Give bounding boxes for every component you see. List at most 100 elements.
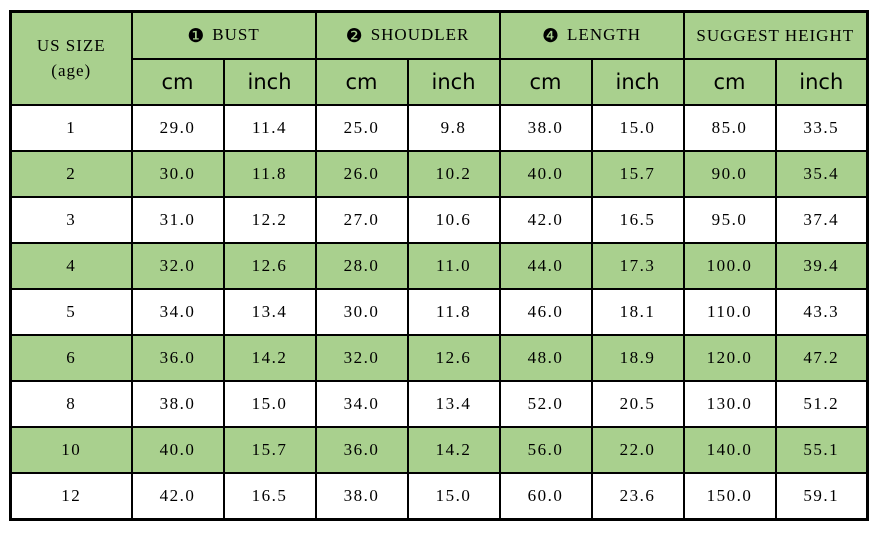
cell-bust_cm: 29.0: [130, 104, 225, 152]
table-row: 1 29.0 11.4 25.0 9.8 38.0 15.0 85.0 33.5: [9, 104, 869, 152]
table-row: 12 42.0 16.5 38.0 15.0 60.0 23.6 150.0 59.1: [9, 472, 869, 521]
length-header-cell: ❹ LENGTH: [498, 10, 685, 60]
unit-shoulder-cm: cm: [314, 58, 409, 106]
cell-height_in: 35.4: [774, 150, 869, 198]
cell-bust_cm: 36.0: [130, 334, 225, 382]
cell-height_in: 39.4: [774, 242, 869, 290]
length-label: LENGTH: [567, 24, 642, 44]
cell-length_cm: 48.0: [498, 334, 593, 382]
cell-bust_cm: 31.0: [130, 196, 225, 244]
cell-shoulder_in: 11.0: [406, 242, 501, 290]
cell-length_in: 17.3: [590, 242, 685, 290]
cell-shoulder_cm: 36.0: [314, 426, 409, 474]
bust-header-cell: ❶ BUST: [130, 10, 317, 60]
cell-shoulder_cm: 25.0: [314, 104, 409, 152]
cell-size: 3: [9, 196, 133, 244]
cell-length_in: 22.0: [590, 426, 685, 474]
cell-size: 6: [9, 334, 133, 382]
shoulder-header-cell: ❷ SHOUDLER: [314, 10, 501, 60]
cell-height_cm: 150.0: [682, 472, 777, 521]
cell-height_in: 43.3: [774, 288, 869, 336]
table-row: 8 38.0 15.0 34.0 13.4 52.0 20.5 130.0 51.2: [9, 380, 869, 428]
cell-shoulder_cm: 32.0: [314, 334, 409, 382]
cell-bust_in: 12.2: [222, 196, 317, 244]
cell-bust_cm: 30.0: [130, 150, 225, 198]
us-size-header-cell: US SIZE (age): [9, 10, 133, 106]
cell-shoulder_in: 9.8: [406, 104, 501, 152]
cell-height_in: 51.2: [774, 380, 869, 428]
cell-height_cm: 120.0: [682, 334, 777, 382]
circled-4-icon: ❹: [542, 24, 561, 47]
cell-bust_cm: 34.0: [130, 288, 225, 336]
us-size-age-label: (age): [51, 60, 92, 80]
suggest-height-header-cell: SUGGEST HEIGHT: [682, 10, 869, 60]
cell-bust_in: 12.6: [222, 242, 317, 290]
unit-shoulder-inch: inch: [406, 58, 501, 106]
cell-shoulder_cm: 38.0: [314, 472, 409, 521]
size-chart-table: US SIZE (age) ❶ BUST ❷ SHOUDLER ❹ LENGTH SU…: [9, 10, 870, 521]
cell-size: 1: [9, 104, 133, 152]
cell-shoulder_cm: 27.0: [314, 196, 409, 244]
cell-shoulder_in: 13.4: [406, 380, 501, 428]
cell-length_cm: 60.0: [498, 472, 593, 521]
cell-height_cm: 140.0: [682, 426, 777, 474]
cell-length_in: 18.9: [590, 334, 685, 382]
cell-shoulder_in: 12.6: [406, 334, 501, 382]
cell-shoulder_in: 14.2: [406, 426, 501, 474]
cell-height_in: 37.4: [774, 196, 869, 244]
cell-bust_cm: 42.0: [130, 472, 225, 521]
cell-shoulder_cm: 26.0: [314, 150, 409, 198]
table-row: 4 32.0 12.6 28.0 11.0 44.0 17.3 100.0 39.4: [9, 242, 869, 290]
cell-height_in: 59.1: [774, 472, 869, 521]
cell-shoulder_cm: 30.0: [314, 288, 409, 336]
unit-bust-inch: inch: [222, 58, 317, 106]
unit-length-inch: inch: [590, 58, 685, 106]
table-row: 5 34.0 13.4 30.0 11.8 46.0 18.1 110.0 43.3: [9, 288, 869, 336]
cell-length_in: 23.6: [590, 472, 685, 521]
cell-shoulder_cm: 34.0: [314, 380, 409, 428]
cell-length_cm: 42.0: [498, 196, 593, 244]
cell-length_cm: 40.0: [498, 150, 593, 198]
table-row: 3 31.0 12.2 27.0 10.6 42.0 16.5 95.0 37.4: [9, 196, 869, 244]
cell-size: 8: [9, 380, 133, 428]
cell-size: 10: [9, 426, 133, 474]
table-body: 1 29.0 11.4 25.0 9.8 38.0 15.0 85.0 33.5 2 30.0 11.…: [9, 104, 869, 521]
size-chart: US SIZE (age) ❶ BUST ❷ SHOUDLER ❹ LENGTH SU…: [9, 10, 870, 521]
cell-height_cm: 95.0: [682, 196, 777, 244]
bust-label: BUST: [212, 24, 260, 44]
suggest-height-label: SUGGEST HEIGHT: [696, 25, 855, 45]
shoulder-label: SHOUDLER: [370, 24, 470, 44]
cell-height_in: 55.1: [774, 426, 869, 474]
cell-length_in: 16.5: [590, 196, 685, 244]
unit-length-cm: cm: [498, 58, 593, 106]
cell-height_cm: 85.0: [682, 104, 777, 152]
cell-shoulder_in: 11.8: [406, 288, 501, 336]
cell-shoulder_in: 15.0: [406, 472, 501, 521]
cell-length_in: 15.7: [590, 150, 685, 198]
cell-height_cm: 110.0: [682, 288, 777, 336]
cell-bust_in: 11.8: [222, 150, 317, 198]
cell-bust_cm: 38.0: [130, 380, 225, 428]
cell-length_in: 20.5: [590, 380, 685, 428]
cell-bust_cm: 40.0: [130, 426, 225, 474]
cell-height_in: 33.5: [774, 104, 869, 152]
cell-bust_in: 16.5: [222, 472, 317, 521]
cell-size: 12: [9, 472, 133, 521]
cell-height_cm: 90.0: [682, 150, 777, 198]
unit-bust-cm: cm: [130, 58, 225, 106]
table-row: 6 36.0 14.2 32.0 12.6 48.0 18.9 120.0 47.2: [9, 334, 869, 382]
cell-shoulder_cm: 28.0: [314, 242, 409, 290]
cell-length_cm: 38.0: [498, 104, 593, 152]
cell-length_cm: 46.0: [498, 288, 593, 336]
cell-size: 2: [9, 150, 133, 198]
cell-bust_cm: 32.0: [130, 242, 225, 290]
cell-size: 5: [9, 288, 133, 336]
cell-length_in: 15.0: [590, 104, 685, 152]
cell-bust_in: 14.2: [222, 334, 317, 382]
table-row: 2 30.0 11.8 26.0 10.2 40.0 15.7 90.0 35.4: [9, 150, 869, 198]
cell-length_cm: 44.0: [498, 242, 593, 290]
cell-size: 4: [9, 242, 133, 290]
cell-shoulder_in: 10.2: [406, 150, 501, 198]
table-row: 10 40.0 15.7 36.0 14.2 56.0 22.0 140.0 55.1: [9, 426, 869, 474]
cell-height_in: 47.2: [774, 334, 869, 382]
